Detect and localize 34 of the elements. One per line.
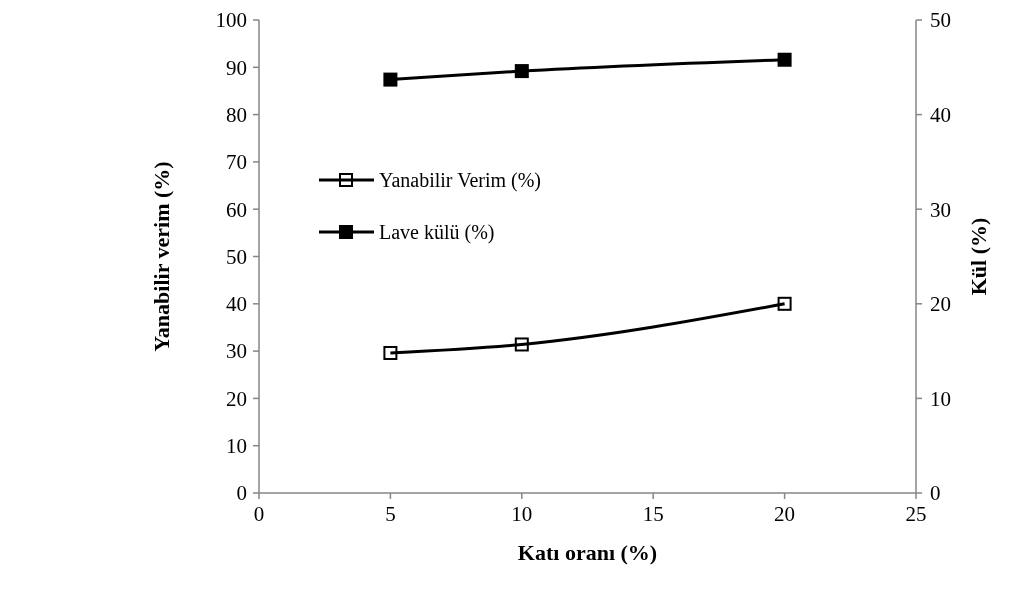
x-tick-label: 20	[774, 502, 796, 526]
y2-tick-label: 10	[930, 386, 951, 411]
point	[514, 64, 529, 79]
y-tick-label: 50	[226, 244, 247, 269]
point	[383, 345, 398, 360]
y2-axis-title: Kül (%)	[966, 217, 991, 296]
x-tick-label: 10	[511, 502, 533, 526]
x-tick-label: 0	[253, 502, 265, 526]
y2-tick-label: 40	[930, 102, 951, 127]
x-axis-title: Katı oranı (%)	[517, 540, 658, 565]
y-tick-label: 20	[226, 386, 247, 411]
y2-tick-label: 50	[930, 8, 951, 33]
x-tick-label: 15	[642, 502, 664, 526]
y-tick-label: 100	[215, 8, 247, 33]
y-tick-label: 0	[236, 481, 247, 506]
y-tick-label: 70	[226, 150, 247, 175]
x-tick-label: 25	[905, 502, 927, 526]
y-tick-label: 90	[226, 55, 247, 80]
y-tick-label: 40	[226, 292, 247, 317]
legend-label: Yanabilir Verim (%)	[379, 169, 542, 192]
y-tick-label: 80	[226, 102, 247, 127]
y-tick-label: 10	[226, 434, 247, 459]
y-tick-label: 30	[226, 339, 247, 364]
point	[514, 337, 529, 352]
y-axis-title: Yanabilir verim (%)	[149, 161, 174, 352]
legend-label: Lave külü (%)	[379, 221, 495, 244]
point	[383, 72, 398, 87]
x-tick-label: 5	[385, 502, 396, 526]
y2-tick-label: 30	[930, 197, 951, 222]
point	[777, 296, 792, 311]
y-tick-label: 60	[226, 197, 247, 222]
point	[777, 52, 792, 67]
y2-tick-label: 20	[930, 292, 951, 317]
y2-tick-label: 0	[930, 481, 941, 506]
